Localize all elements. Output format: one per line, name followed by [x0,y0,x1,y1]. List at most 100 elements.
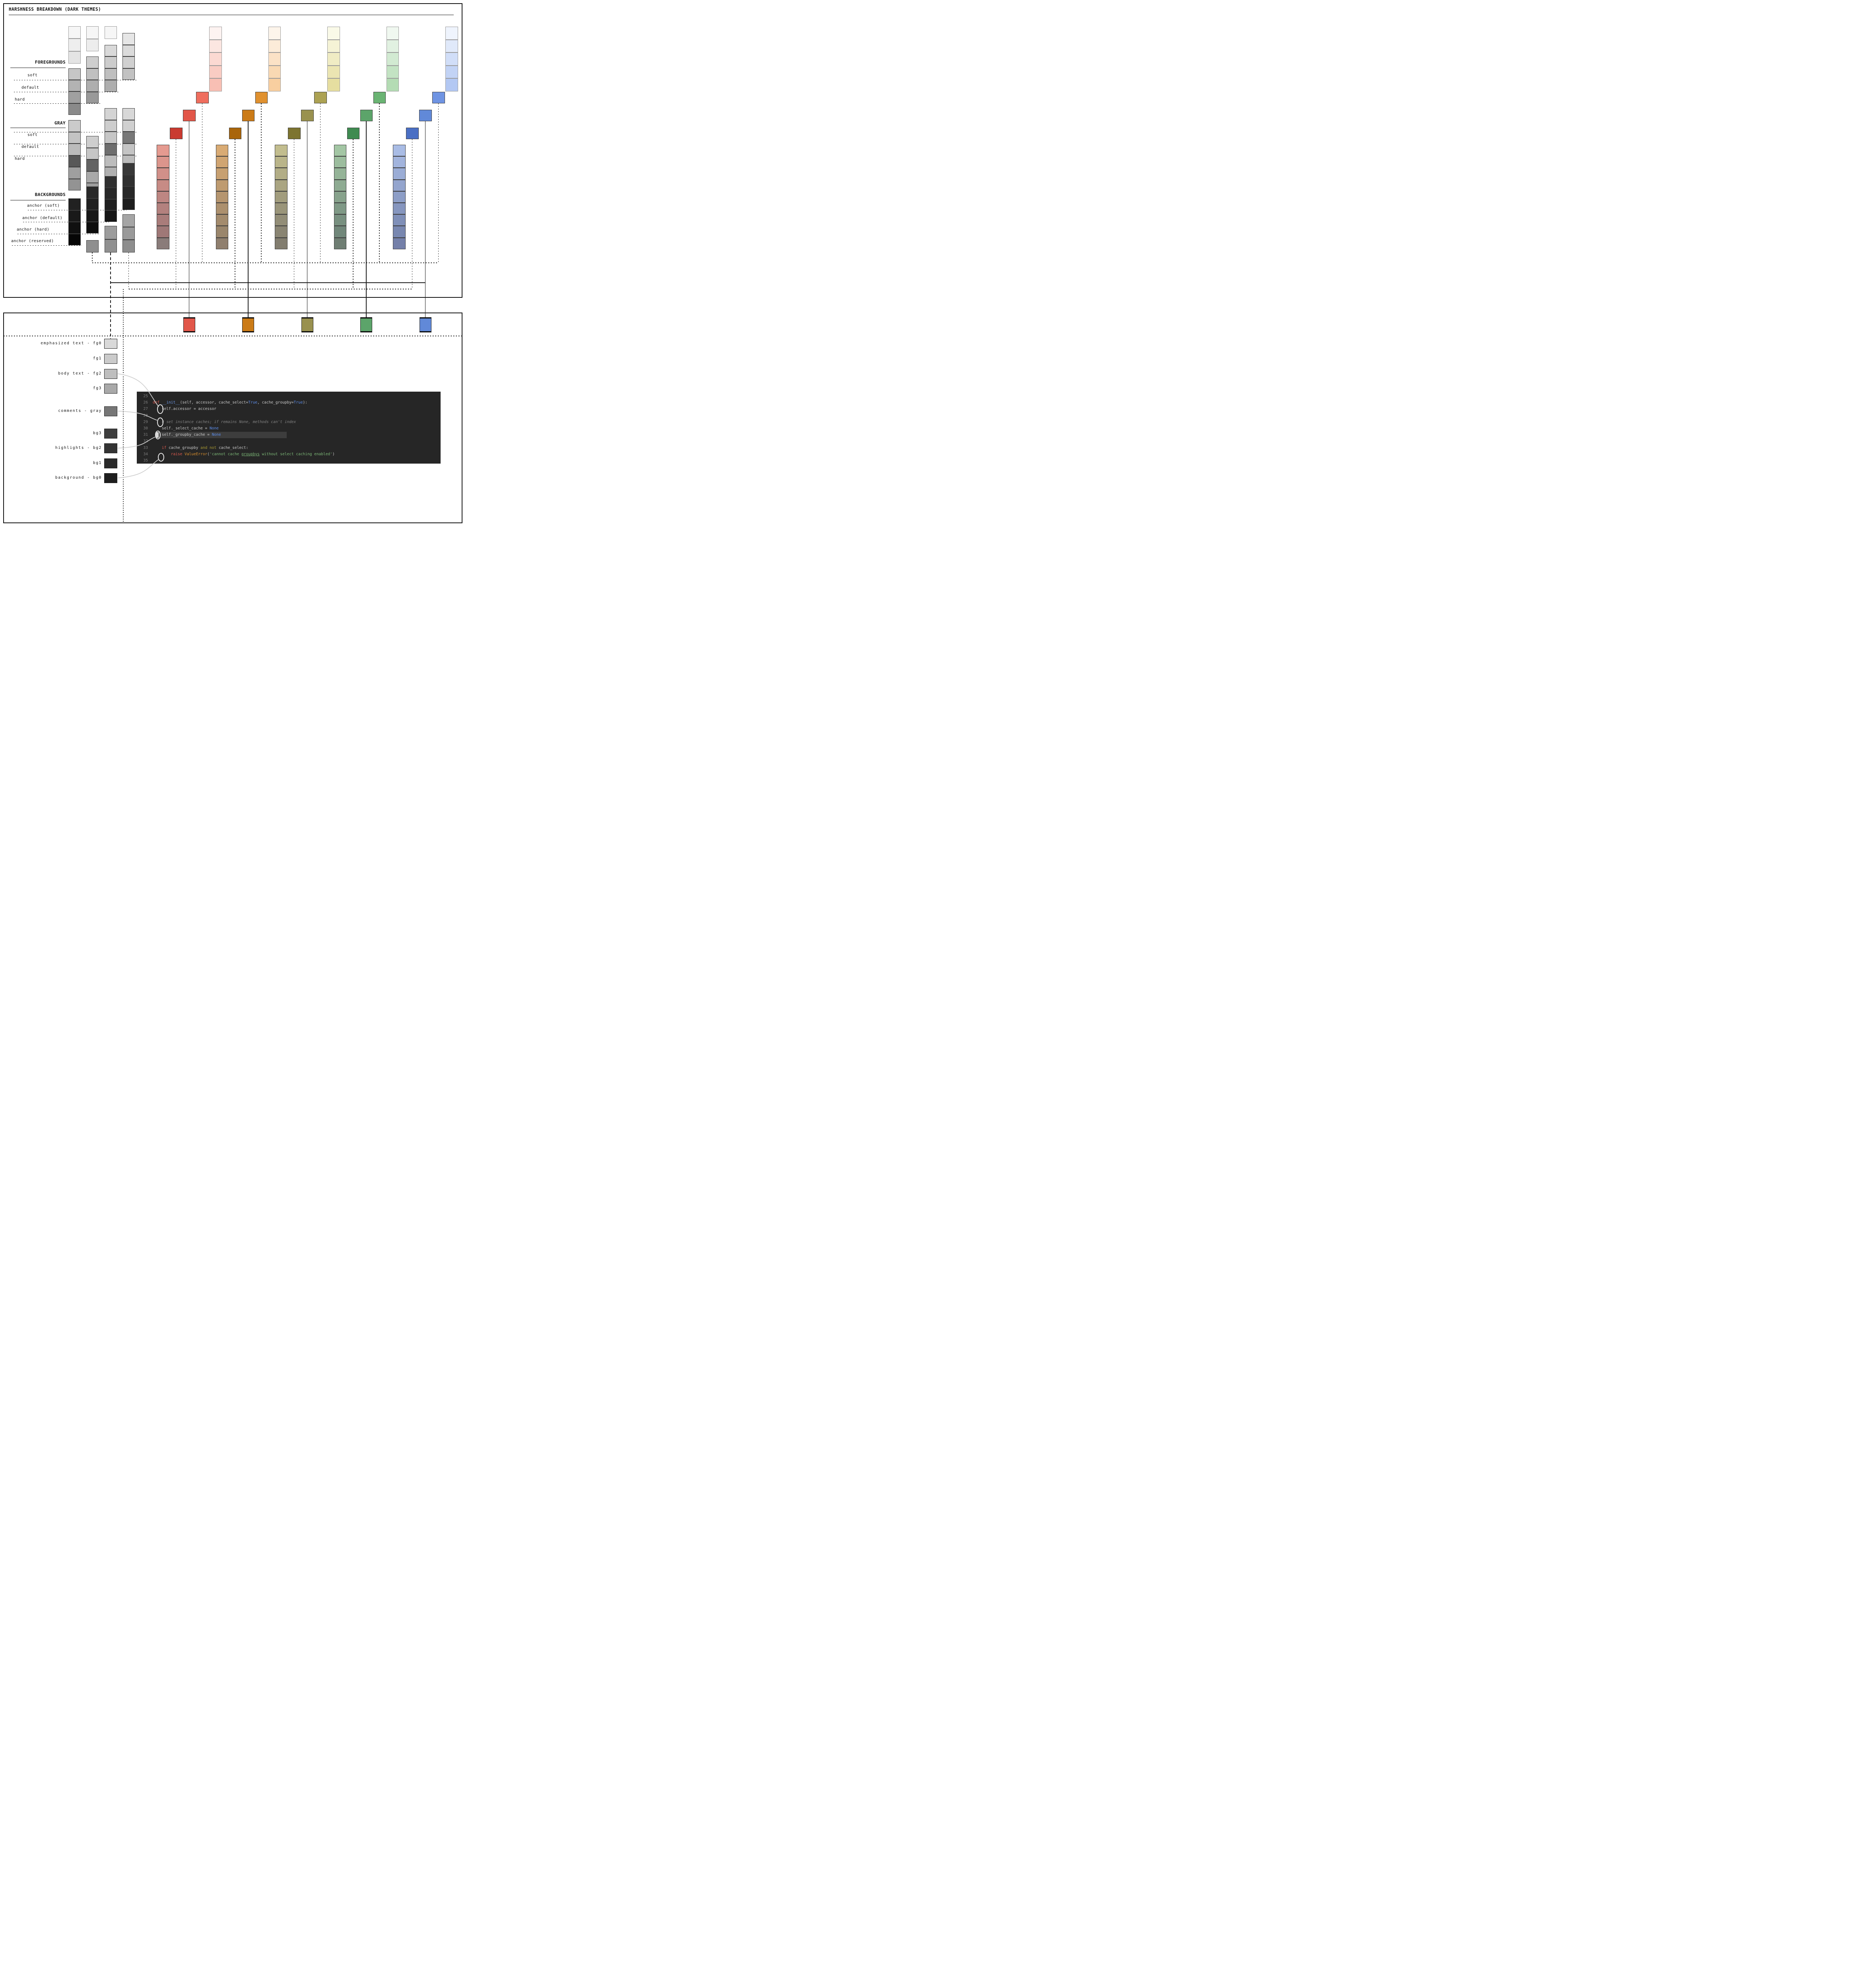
code-token: cache_select: [216,445,249,450]
code-token: if [161,445,167,450]
swatch-theme2-gray-low [86,240,99,252]
code-token [153,420,162,424]
swatch-blue-desat [393,156,406,168]
level-label: default [21,145,39,149]
swatch-olive-desat [275,168,288,180]
swatch-green-tints [386,78,399,91]
level-label: soft [27,73,38,78]
swatch-orange-tints [268,78,281,91]
swatch-blue-desat [393,145,406,157]
swatch-theme3-gray-low [104,239,117,252]
swatch-theme4-fg [122,33,135,45]
swatch-green-desat [334,214,346,226]
swatch-blue-tints [445,52,458,66]
swatch-blue-tints [445,78,458,91]
swatch-theme4-gray [122,132,135,144]
swatch-olive-tints [327,52,340,66]
legend-label: bg3 [93,431,102,435]
swatch-theme3-gray [104,108,117,120]
swatch-blue-tints [445,65,458,79]
swatch-theme3-bg [104,187,117,199]
swatch-blue-desat [393,237,406,249]
swatch-theme3-gray [104,155,117,167]
swatch-theme1-bg [68,198,81,210]
swatch-red-desat [157,214,169,226]
swatch-theme4-fg [122,45,135,56]
swatch-theme2-gray [86,171,99,183]
code-line: 34 raise ValueError('cannot cache groupb… [137,451,441,458]
swatch-blue-tints [445,39,458,53]
code-token: __init__ [161,400,180,405]
line-number: 32 [143,439,148,444]
swatch-orange-desat [216,156,228,168]
swatch-orange-desat [216,214,228,226]
swatch-orange-desat [216,179,228,191]
swatch-theme1-fg [68,68,81,80]
swatch-red-tints [209,78,222,91]
code-text: self._select_cache = None [153,425,219,432]
line-number: 25 [143,394,148,398]
swatch-olive-desat [275,214,288,226]
legend-swatch [104,369,117,379]
code-text: self.accessor = accessor [153,406,216,412]
swatch-theme4-bg [122,198,135,210]
legend-label: bg1 [93,461,102,465]
connector-line-dot [438,103,439,263]
swatch-green-tints [386,52,399,66]
code-line: 35 [137,458,441,464]
line-number: 29 [143,419,148,424]
swatch-theme3-gray [104,132,117,144]
harshness-breakdown-diagram: HARSHNESS BREAKDOWN (DARK THEMES) FOREGR… [0,0,465,525]
legend-label: comments - gray [58,409,102,413]
swatch-orange-desat [216,145,228,157]
swatch-orange-desat [216,191,228,203]
swatch-theme1-fg [68,80,81,92]
code-line: 25 [137,393,441,400]
legend-swatch [104,384,117,394]
code-token: ) [332,452,335,456]
code-text: if cache_groupby and not cache_select: [153,445,248,451]
swatch-theme3-fg [104,80,117,92]
swatch-theme3-gray [104,120,117,132]
swatch-theme1-gray [68,155,81,167]
code-token: without select caching enabled' [259,452,332,456]
swatch-orange-desat [216,226,228,238]
swatch-olive-tints [327,39,340,53]
swatch-orange-tints [268,39,281,53]
swatch-green-desat [334,145,346,157]
swatch-red-hard [170,128,183,139]
code-token: self._select_cache = [153,426,210,431]
section-title: BACKGROUNDS [35,192,66,197]
swatch-theme1-gray [68,179,81,190]
swatch-green-hard [347,128,359,139]
swatch-theme3-fg [104,68,117,80]
swatch-theme3-fg [104,56,117,68]
swatch-orange-tints [268,27,281,40]
swatch-theme2-bg [86,198,99,210]
swatch-red-desat [157,203,169,215]
accent-swatch-red [183,317,195,332]
code-token: groupbys [241,452,260,456]
swatch-theme2-gray [86,148,99,159]
swatch-blue-soft [432,92,445,103]
legend-swatch [104,443,117,453]
level-dotted-line [14,103,101,104]
swatch-blue-tints [445,27,458,40]
swatch-theme1-gray [68,120,81,132]
code-token: ValueError [185,452,208,456]
legend-swatch [104,339,117,349]
swatch-theme1-gray [68,132,81,144]
line-number: 35 [143,458,148,463]
code-token: self._groupby_cache = [153,433,212,437]
connector-line-dot [320,103,321,263]
page-title: HARSHNESS BREAKDOWN (DARK THEMES) [9,6,101,12]
swatch-green-desat [334,203,346,215]
swatch-theme2-gray [86,136,99,148]
swatch-theme1-fg-tints [68,26,81,39]
code-token: None [212,433,221,437]
swatch-blue-desat [393,214,406,226]
accent-swatch-blue [419,317,431,332]
connector-line-dot [92,262,439,263]
swatch-theme2-bg [86,221,99,233]
code-token: ): [303,400,307,405]
